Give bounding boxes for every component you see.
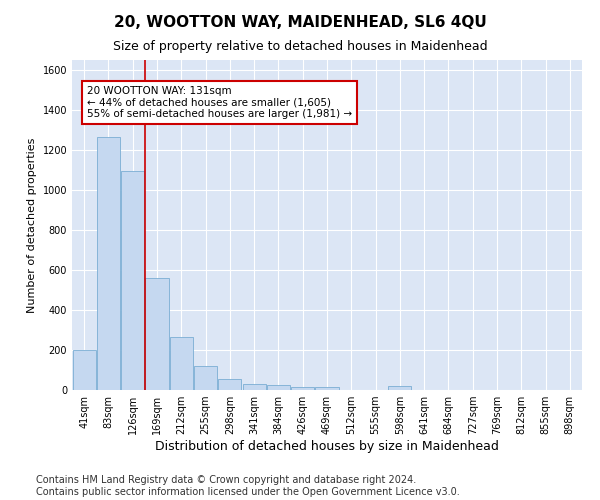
Bar [242,384,266,390]
Text: Contains HM Land Registry data © Crown copyright and database right 2024.
Contai: Contains HM Land Registry data © Crown c… [36,476,460,497]
X-axis label: Distribution of detached houses by size in Maidenhead: Distribution of detached houses by size … [155,440,499,453]
Bar [73,350,95,390]
Bar [388,386,412,390]
Bar [97,137,120,390]
Text: 20 WOOTTON WAY: 131sqm
← 44% of detached houses are smaller (1,605)
55% of semi-: 20 WOOTTON WAY: 131sqm ← 44% of detached… [87,86,352,119]
Bar [291,387,314,390]
Bar [267,385,290,390]
Bar [121,171,144,390]
Y-axis label: Number of detached properties: Number of detached properties [27,138,37,312]
Text: 20, WOOTTON WAY, MAIDENHEAD, SL6 4QU: 20, WOOTTON WAY, MAIDENHEAD, SL6 4QU [113,15,487,30]
Text: Size of property relative to detached houses in Maidenhead: Size of property relative to detached ho… [113,40,487,53]
Bar [194,366,217,390]
Bar [170,337,193,390]
Bar [145,278,169,390]
Bar [316,387,338,390]
Bar [218,379,241,390]
